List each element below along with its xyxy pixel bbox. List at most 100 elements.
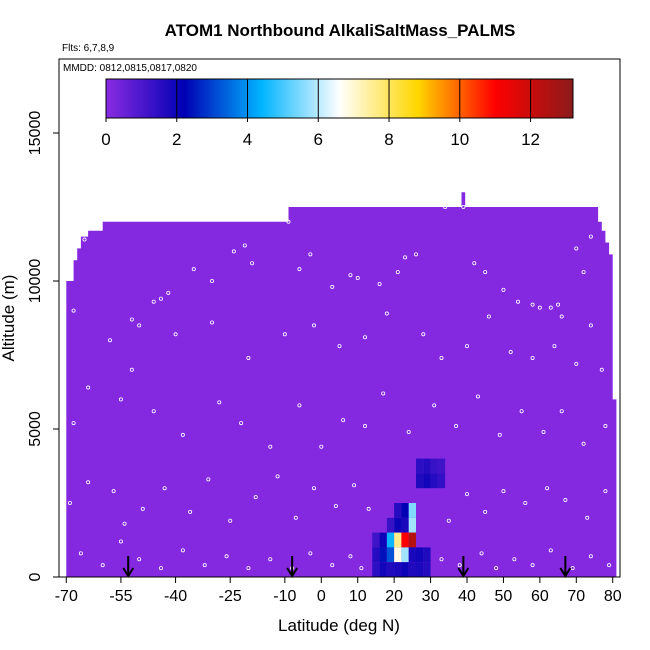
sample-point xyxy=(137,323,142,328)
sample-point xyxy=(308,252,313,257)
heatmap-cell xyxy=(394,532,402,548)
sample-point xyxy=(67,500,72,505)
colorbar: 0 2 4 6 8 10 12 xyxy=(101,78,574,149)
sample-point xyxy=(588,323,593,328)
sample-point xyxy=(268,444,273,449)
flight-arrow-head xyxy=(286,567,298,578)
sample-point xyxy=(71,421,76,426)
heatmap-cell xyxy=(372,562,380,577)
colorbar-tick-label: 2 xyxy=(172,130,181,149)
sample-point xyxy=(129,367,134,372)
heatmap-cell xyxy=(416,458,424,474)
sample-point xyxy=(479,551,484,556)
sample-point xyxy=(483,509,488,514)
sample-point xyxy=(137,557,142,562)
sample-point xyxy=(86,385,91,390)
heatmap-cell xyxy=(372,547,380,563)
sample-point xyxy=(472,261,477,266)
heatmap-cell xyxy=(401,547,409,563)
sample-point xyxy=(501,489,506,494)
sample-point xyxy=(548,305,553,310)
sample-point xyxy=(603,424,608,429)
sample-point xyxy=(530,563,535,568)
flight-arrow-head xyxy=(559,567,572,578)
x-tick-label: 60 xyxy=(531,588,549,605)
sample-point xyxy=(188,509,193,514)
sample-point xyxy=(494,566,499,571)
sample-point xyxy=(118,539,123,544)
sample-point xyxy=(406,429,411,434)
sample-point xyxy=(311,323,316,328)
sample-point xyxy=(108,338,113,343)
sample-point xyxy=(559,314,564,319)
sample-point xyxy=(563,498,568,503)
heatmap-cell xyxy=(379,532,387,548)
sample-point xyxy=(158,296,163,301)
sample-point xyxy=(311,486,316,491)
heatmap-cell xyxy=(416,547,424,563)
sample-point xyxy=(475,394,480,399)
sample-point xyxy=(461,204,466,209)
flight-arrow-head xyxy=(122,567,135,578)
x-tick-label: 0 xyxy=(317,588,326,605)
sample-point xyxy=(581,441,586,446)
sample-point xyxy=(457,563,462,568)
x-tick-label: 50 xyxy=(495,588,513,605)
sample-point xyxy=(202,563,207,568)
heatmap-cell xyxy=(430,458,438,474)
heatmap-cell xyxy=(401,503,409,518)
sample-point xyxy=(209,320,214,325)
sample-point xyxy=(122,521,127,526)
sample-point xyxy=(180,432,185,437)
colorbar-gradient xyxy=(105,78,574,119)
x-tick-label: 70 xyxy=(567,588,585,605)
sample-point xyxy=(574,246,579,251)
sample-point xyxy=(86,480,91,485)
x-tick-label: -55 xyxy=(109,588,132,605)
sample-point xyxy=(588,234,593,239)
heatmap-cell xyxy=(401,532,409,548)
heatmap-cell xyxy=(430,473,438,489)
heatmap-cell xyxy=(386,562,395,577)
sample-point xyxy=(348,273,353,278)
sample-point xyxy=(71,308,76,313)
sample-point xyxy=(191,267,196,272)
colorbar-tick-label: 4 xyxy=(243,130,252,149)
heatmap-cell xyxy=(394,517,402,533)
heatmap-cell xyxy=(423,458,431,474)
sample-point xyxy=(217,400,222,405)
sample-point xyxy=(97,225,102,230)
sample-point xyxy=(523,500,528,505)
y-tick-label: 15000 xyxy=(27,111,44,156)
sample-point xyxy=(286,219,291,224)
sample-point xyxy=(548,548,553,553)
heatmap-cell xyxy=(408,532,416,548)
sample-point xyxy=(352,483,357,488)
sample-point xyxy=(599,367,604,372)
sample-point xyxy=(537,305,542,310)
sample-point xyxy=(253,495,258,500)
sample-point xyxy=(512,557,517,562)
sample-point xyxy=(268,557,273,562)
sample-point xyxy=(486,314,491,319)
colorbar-tick-label: 0 xyxy=(101,130,110,149)
x-axis-label: Latitude (deg N) xyxy=(278,616,400,635)
sample-point xyxy=(464,344,469,349)
sample-point xyxy=(78,551,83,556)
sample-point xyxy=(308,551,313,556)
sample-point xyxy=(454,424,459,429)
sample-point xyxy=(100,563,105,568)
sample-point xyxy=(570,566,575,571)
sample-point xyxy=(275,474,280,479)
sample-point xyxy=(118,397,123,402)
heatmap-cell xyxy=(437,473,446,489)
sample-point xyxy=(581,270,586,275)
sample-point xyxy=(381,391,386,396)
sample-point xyxy=(242,243,247,248)
sample-point xyxy=(282,332,287,337)
sample-point xyxy=(111,489,116,494)
sample-point xyxy=(432,403,437,408)
sample-point xyxy=(297,267,302,272)
sample-point xyxy=(443,204,448,209)
sample-point xyxy=(413,252,418,257)
